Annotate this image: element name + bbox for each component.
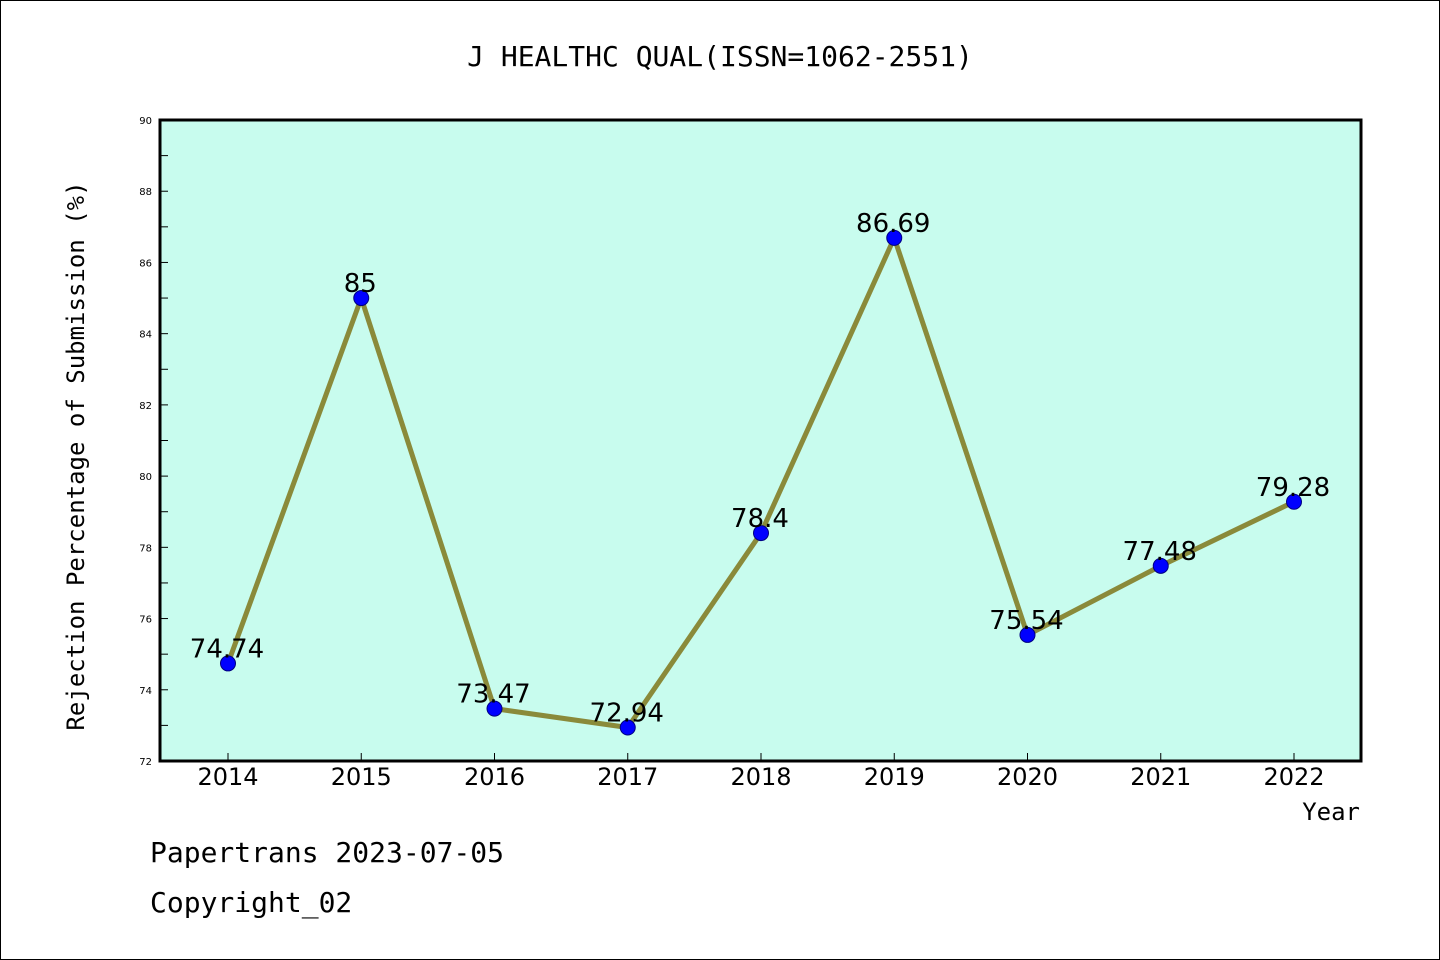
data-point [353,290,370,307]
data-point [753,525,769,542]
data-point [886,229,903,246]
data-point [1286,493,1302,510]
data-point [1019,626,1036,643]
x-axis-ticks: 2014 2015 2016 2017 2018 2019 2020 2021 2022 [197,753,1325,791]
data-label: 72.94 [590,699,664,729]
data-labels: 74.74 85 73.47 72.94 78.4 86.69 75.54 77.48 79.2… [190,209,1330,729]
data-label: 77.48 [1123,537,1197,567]
x-tick-label: 2020 [997,763,1058,791]
x-tick-label: 2016 [464,763,525,791]
x-tick-label: 2019 [864,763,925,791]
x-tick-label: 2021 [1130,763,1191,791]
data-markers [220,229,1302,736]
data-label: 79.28 [1256,473,1330,503]
y-tick-label: 80 [139,472,152,483]
data-label: 73.47 [456,680,530,710]
plot-area [160,120,1361,761]
y-tick-label: 78 [139,543,152,554]
data-label: 75.54 [989,606,1063,636]
data-point [619,719,636,736]
y-tick-label: 82 [139,401,152,412]
data-label: 78.4 [731,504,789,534]
x-tick-label: 2015 [331,763,392,791]
x-tick-label: 2017 [597,763,658,791]
data-point [486,700,503,717]
data-point [1152,557,1169,574]
y-tick-label: 88 [139,187,152,198]
y-axis-label: Rejection Percentage of Submission (%) [62,181,90,730]
x-tick-label: 2022 [1263,763,1324,791]
x-tick-label: 2014 [197,763,258,791]
chart-title: J HEALTHC QUAL(ISSN=1062-2551) [467,40,973,73]
x-tick-label: 2018 [730,763,791,791]
footer-date: Papertrans 2023-07-05 [150,836,505,869]
data-point [220,655,236,672]
y-tick-label: 84 [139,330,152,341]
x-axis-label: Year [1302,798,1360,826]
y-tick-label: 76 [139,615,152,626]
y-tick-label: 90 [139,116,152,127]
data-label: 85 [344,269,377,299]
plot-border [158,118,1363,763]
footer-copyright: Copyright_02 [150,886,353,919]
data-label: 74.74 [190,634,264,664]
data-label: 86.69 [856,209,930,239]
y-tick-label: 74 [139,686,152,697]
y-tick-label: 86 [139,258,152,269]
y-tick-label: 72 [139,757,152,768]
